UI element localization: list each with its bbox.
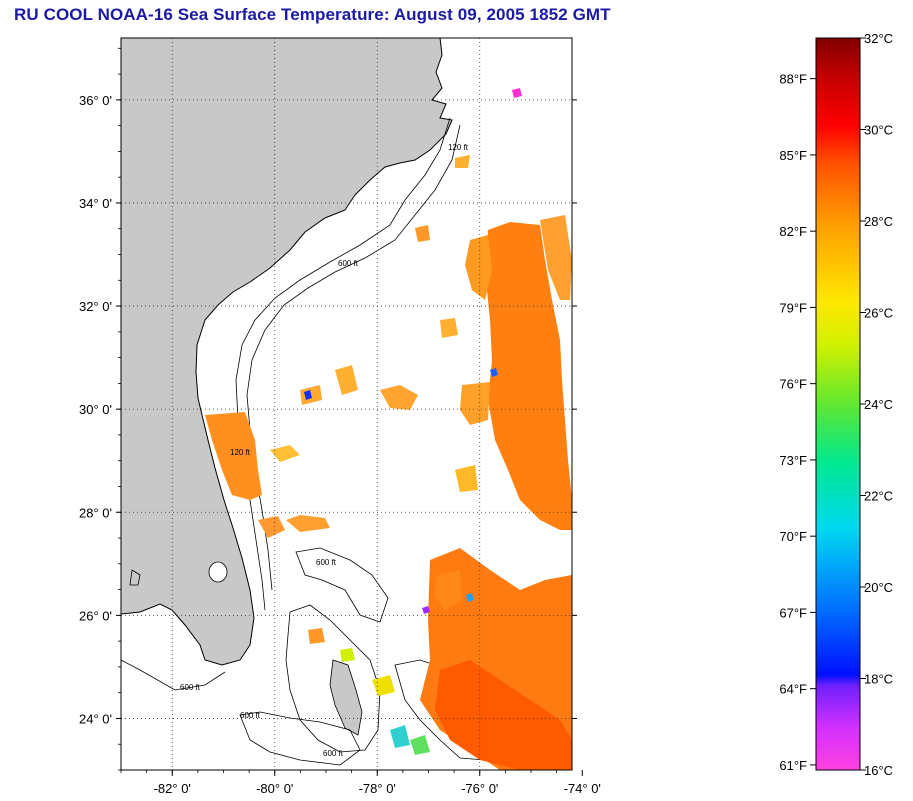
- colorbar-label-f: 76°F: [779, 377, 807, 392]
- lon-label: -80° 0': [256, 781, 293, 796]
- lon-label: -82° 0': [154, 781, 191, 796]
- lat-label: 36° 0': [79, 93, 112, 108]
- contour-label: 600 ft: [323, 749, 344, 758]
- lake-okeechobee: [208, 561, 228, 583]
- latitude-axis: 36° 0' 34° 0' 32° 0' 30° 0' 28° 0' 26° 0' 24° …: [79, 47, 577, 771]
- lat-label: 34° 0': [79, 196, 112, 211]
- contour-label: 600 ft: [316, 558, 337, 567]
- lat-label: 28° 0': [79, 505, 112, 520]
- colorbar: [815, 37, 861, 771]
- map-frame: [120, 37, 573, 771]
- lon-label: -76° 0': [461, 781, 498, 796]
- colorbar-label-c: 24°C: [864, 397, 893, 412]
- colorbar-label-c: 28°C: [864, 214, 893, 229]
- colorbar-label-f: 88°F: [779, 72, 807, 87]
- colorbar-label-c: 16°C: [864, 763, 893, 778]
- colorbar-label-f: 67°F: [779, 605, 807, 620]
- map-title: RU COOL NOAA-16 Sea Surface Temperature:…: [14, 5, 611, 24]
- colorbar-celsius-labels: 32°C 30°C 28°C 26°C 24°C 22°C 20°C 18°C 16°C: [860, 31, 893, 778]
- lon-label: -78° 0': [359, 781, 396, 796]
- colorbar-label-f: 61°F: [779, 758, 807, 773]
- contour-label: 600 ft: [180, 683, 201, 692]
- colorbar-label-f: 73°F: [779, 453, 807, 468]
- contour-label: 600 ft: [240, 711, 261, 720]
- colorbar-label-f: 70°F: [779, 529, 807, 544]
- colorbar-label-c: 32°C: [864, 31, 893, 46]
- colorbar-label-f: 85°F: [779, 148, 807, 163]
- land-southeast-us: [121, 38, 453, 666]
- contour-label: 120 ft: [230, 448, 251, 457]
- lat-label: 26° 0': [79, 608, 112, 623]
- sst-data-layer: [205, 88, 572, 770]
- colorbar-fahrenheit-labels: 88°F 85°F 82°F 79°F 76°F 73°F 70°F 67°F 64°F 61°F: [779, 72, 816, 773]
- colorbar-label-f: 82°F: [779, 224, 807, 239]
- lon-label: -74° 0': [564, 781, 601, 796]
- colorbar-label-c: 22°C: [864, 489, 893, 504]
- longitude-axis: -82° 0' -80° 0' -78° 0' -76° 0' -74° 0': [120, 770, 601, 796]
- colorbar-label-f: 64°F: [779, 682, 807, 697]
- colorbar-label-c: 26°C: [864, 306, 893, 321]
- bahamas-island: [329, 659, 363, 736]
- lat-label: 30° 0': [79, 402, 112, 417]
- contour-label: 120 ft: [448, 143, 469, 152]
- colorbar-label-c: 30°C: [864, 123, 893, 138]
- lat-label: 32° 0': [79, 299, 112, 314]
- colorbar-label-f: 79°F: [779, 300, 807, 315]
- lat-label: 24° 0': [79, 711, 112, 726]
- colorbar-label-c: 20°C: [864, 580, 893, 595]
- contour-label: 600 ft: [338, 259, 359, 268]
- colorbar-label-c: 18°C: [864, 672, 893, 687]
